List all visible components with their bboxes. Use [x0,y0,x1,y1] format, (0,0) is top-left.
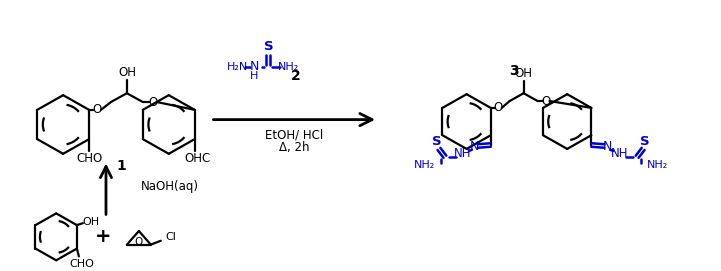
Text: NH₂: NH₂ [278,62,299,72]
Text: 1: 1 [116,160,125,173]
Text: H: H [250,71,259,81]
Text: +: + [94,227,111,246]
Text: NaOH(aq): NaOH(aq) [141,180,199,192]
Text: N: N [470,140,479,153]
Text: Δ, 2h: Δ, 2h [279,141,309,154]
Text: NH₂: NH₂ [415,160,435,170]
Text: N: N [603,140,612,153]
Text: CHO: CHO [69,259,94,269]
Text: 3: 3 [510,64,519,78]
Text: OH: OH [515,67,533,80]
Text: O: O [541,95,550,108]
Text: OHC: OHC [185,152,211,165]
Text: S: S [264,40,273,53]
Text: EtOH/ HCl: EtOH/ HCl [265,129,324,142]
Text: O: O [148,95,157,108]
Text: OH: OH [82,217,99,227]
Text: O: O [92,103,102,116]
Text: NH: NH [611,147,628,160]
Text: 2: 2 [291,69,300,83]
Text: H₂N: H₂N [227,62,248,72]
Text: Cl: Cl [165,232,176,242]
Text: N: N [249,60,259,73]
Text: S: S [640,135,650,148]
Text: O: O [493,101,503,114]
Text: O: O [135,237,143,247]
Text: CHO: CHO [76,152,102,165]
Text: NH₂: NH₂ [647,160,668,170]
Text: OH: OH [118,66,136,79]
Text: NH: NH [454,147,472,160]
Text: S: S [432,135,442,148]
